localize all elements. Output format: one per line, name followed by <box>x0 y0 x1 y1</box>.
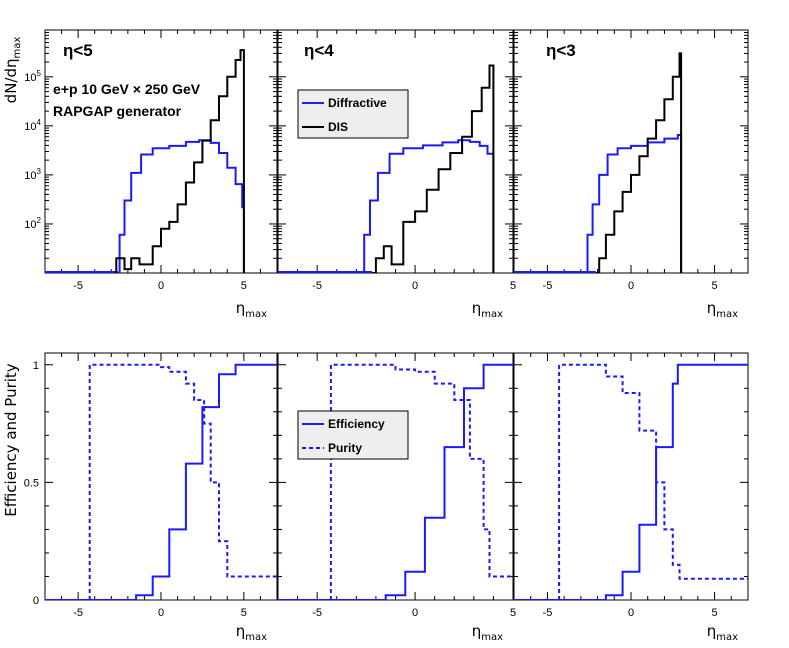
x-tick-label: 0 <box>158 607 164 619</box>
annotation: RAPGAP generator <box>53 103 182 119</box>
series-efficiency <box>45 363 277 600</box>
x-axis-title: ηmax <box>472 622 503 643</box>
x-tick-label: 0 <box>158 280 164 292</box>
panel-title: η<4 <box>304 41 334 60</box>
y-tick-base: 10 <box>24 121 36 133</box>
y-axis-title-bottom: Efficiency and Purity <box>2 363 20 517</box>
x-tick-label: -5 <box>543 280 553 292</box>
y-tick-label: 0 <box>33 595 39 607</box>
x-tick-label: 5 <box>510 280 516 292</box>
annotation: e+p 10 GeV × 250 GeV <box>53 81 201 97</box>
y-tick-label: 1 <box>33 360 39 372</box>
series-dis <box>114 49 245 273</box>
y-tick-base: 10 <box>24 72 36 84</box>
y-tick-exponent: 4 <box>37 118 42 127</box>
legend-label: Purity <box>328 441 362 455</box>
legend-label: Efficiency <box>328 417 385 431</box>
x-axis-title-sub: max <box>716 632 738 643</box>
series-efficiency <box>278 363 513 600</box>
legend: Diffractive DIS <box>297 89 409 139</box>
x-tick-label: 5 <box>241 607 247 619</box>
x-axis-title-main: η <box>707 299 717 317</box>
x-axis-title-sub: max <box>481 309 503 320</box>
panel-title: η<5 <box>63 41 93 60</box>
x-tick-label: -5 <box>73 607 83 619</box>
x-tick-label: 5 <box>712 607 718 619</box>
x-axis-title-main: η <box>707 622 717 640</box>
x-axis-title-main: η <box>472 299 482 317</box>
panel-0-2: -5 0 5 η<3 ηmax <box>513 29 749 320</box>
x-axis-title-sub: max <box>716 309 738 320</box>
panel-1-2: -5 0 5 ηmax <box>513 352 749 643</box>
y-axis-title-top-main: dN/dη <box>2 58 20 103</box>
y-tick-label: 105 <box>24 69 41 84</box>
x-axis-title: ηmax <box>707 299 738 320</box>
x-tick-label: 5 <box>241 280 247 292</box>
x-axis-title: ηmax <box>236 299 267 320</box>
x-axis-title-main: η <box>472 622 482 640</box>
series-dis <box>372 64 495 273</box>
y-tick-exponent: 5 <box>37 69 42 78</box>
x-axis-title: ηmax <box>707 622 738 643</box>
legend-box <box>297 410 409 460</box>
series-efficiency <box>514 363 748 600</box>
x-axis-title-sub: max <box>245 309 267 320</box>
series-purity <box>88 363 277 600</box>
x-axis-title-main: η <box>236 299 246 317</box>
y-tick-exponent: 3 <box>37 167 42 176</box>
x-axis-title-sub: max <box>481 632 503 643</box>
y-axis-title-bottom-text: Efficiency and Purity <box>2 363 20 517</box>
legend-box <box>297 89 409 139</box>
series-diffractive <box>117 139 245 273</box>
legend: Efficiency Purity <box>297 410 409 460</box>
x-axis-title: ηmax <box>472 299 503 320</box>
x-tick-label: -5 <box>312 607 322 619</box>
x-tick-label: 0 <box>412 280 418 292</box>
x-tick-label: 0 <box>412 607 418 619</box>
y-axis-title-top: dN/dηmax <box>2 37 23 104</box>
y-tick-label: 104 <box>24 118 41 133</box>
y-axis-title-top-sub: max <box>12 37 23 59</box>
y-tick-exponent: 2 <box>37 216 42 225</box>
y-tick-base: 10 <box>24 170 36 182</box>
series-purity <box>558 363 748 600</box>
y-tick-base: 10 <box>24 219 36 231</box>
legend-label: Diffractive <box>328 96 387 110</box>
y-tick-label: 102 <box>24 216 41 231</box>
x-tick-label: -5 <box>73 280 83 292</box>
panel-1-1: -5 0 5 ηmax <box>277 352 516 643</box>
x-tick-label: 5 <box>510 607 516 619</box>
panel-1-0: -5 0 5 0 0.5 1 ηmax <box>24 352 278 643</box>
x-tick-label: -5 <box>312 280 322 292</box>
x-axis-title: ηmax <box>236 622 267 643</box>
x-tick-label: 0 <box>628 280 634 292</box>
x-tick-label: 0 <box>628 607 634 619</box>
legend-label: DIS <box>328 120 348 134</box>
y-tick-label: 0.5 <box>24 477 39 489</box>
series-diffractive <box>585 134 683 273</box>
series-diffractive <box>362 139 495 273</box>
x-axis-title-sub: max <box>245 632 267 643</box>
panel-0-1: -5 0 5 η<4 ηmax <box>277 29 516 320</box>
series-dis <box>595 52 683 273</box>
y-axis-title-top-text: dN/dηmax <box>2 37 23 104</box>
x-tick-label: -5 <box>543 607 553 619</box>
x-tick-label: 5 <box>712 280 718 292</box>
y-tick-label: 103 <box>24 167 41 182</box>
panel-title: η<3 <box>546 41 576 60</box>
x-axis-title-main: η <box>236 622 246 640</box>
